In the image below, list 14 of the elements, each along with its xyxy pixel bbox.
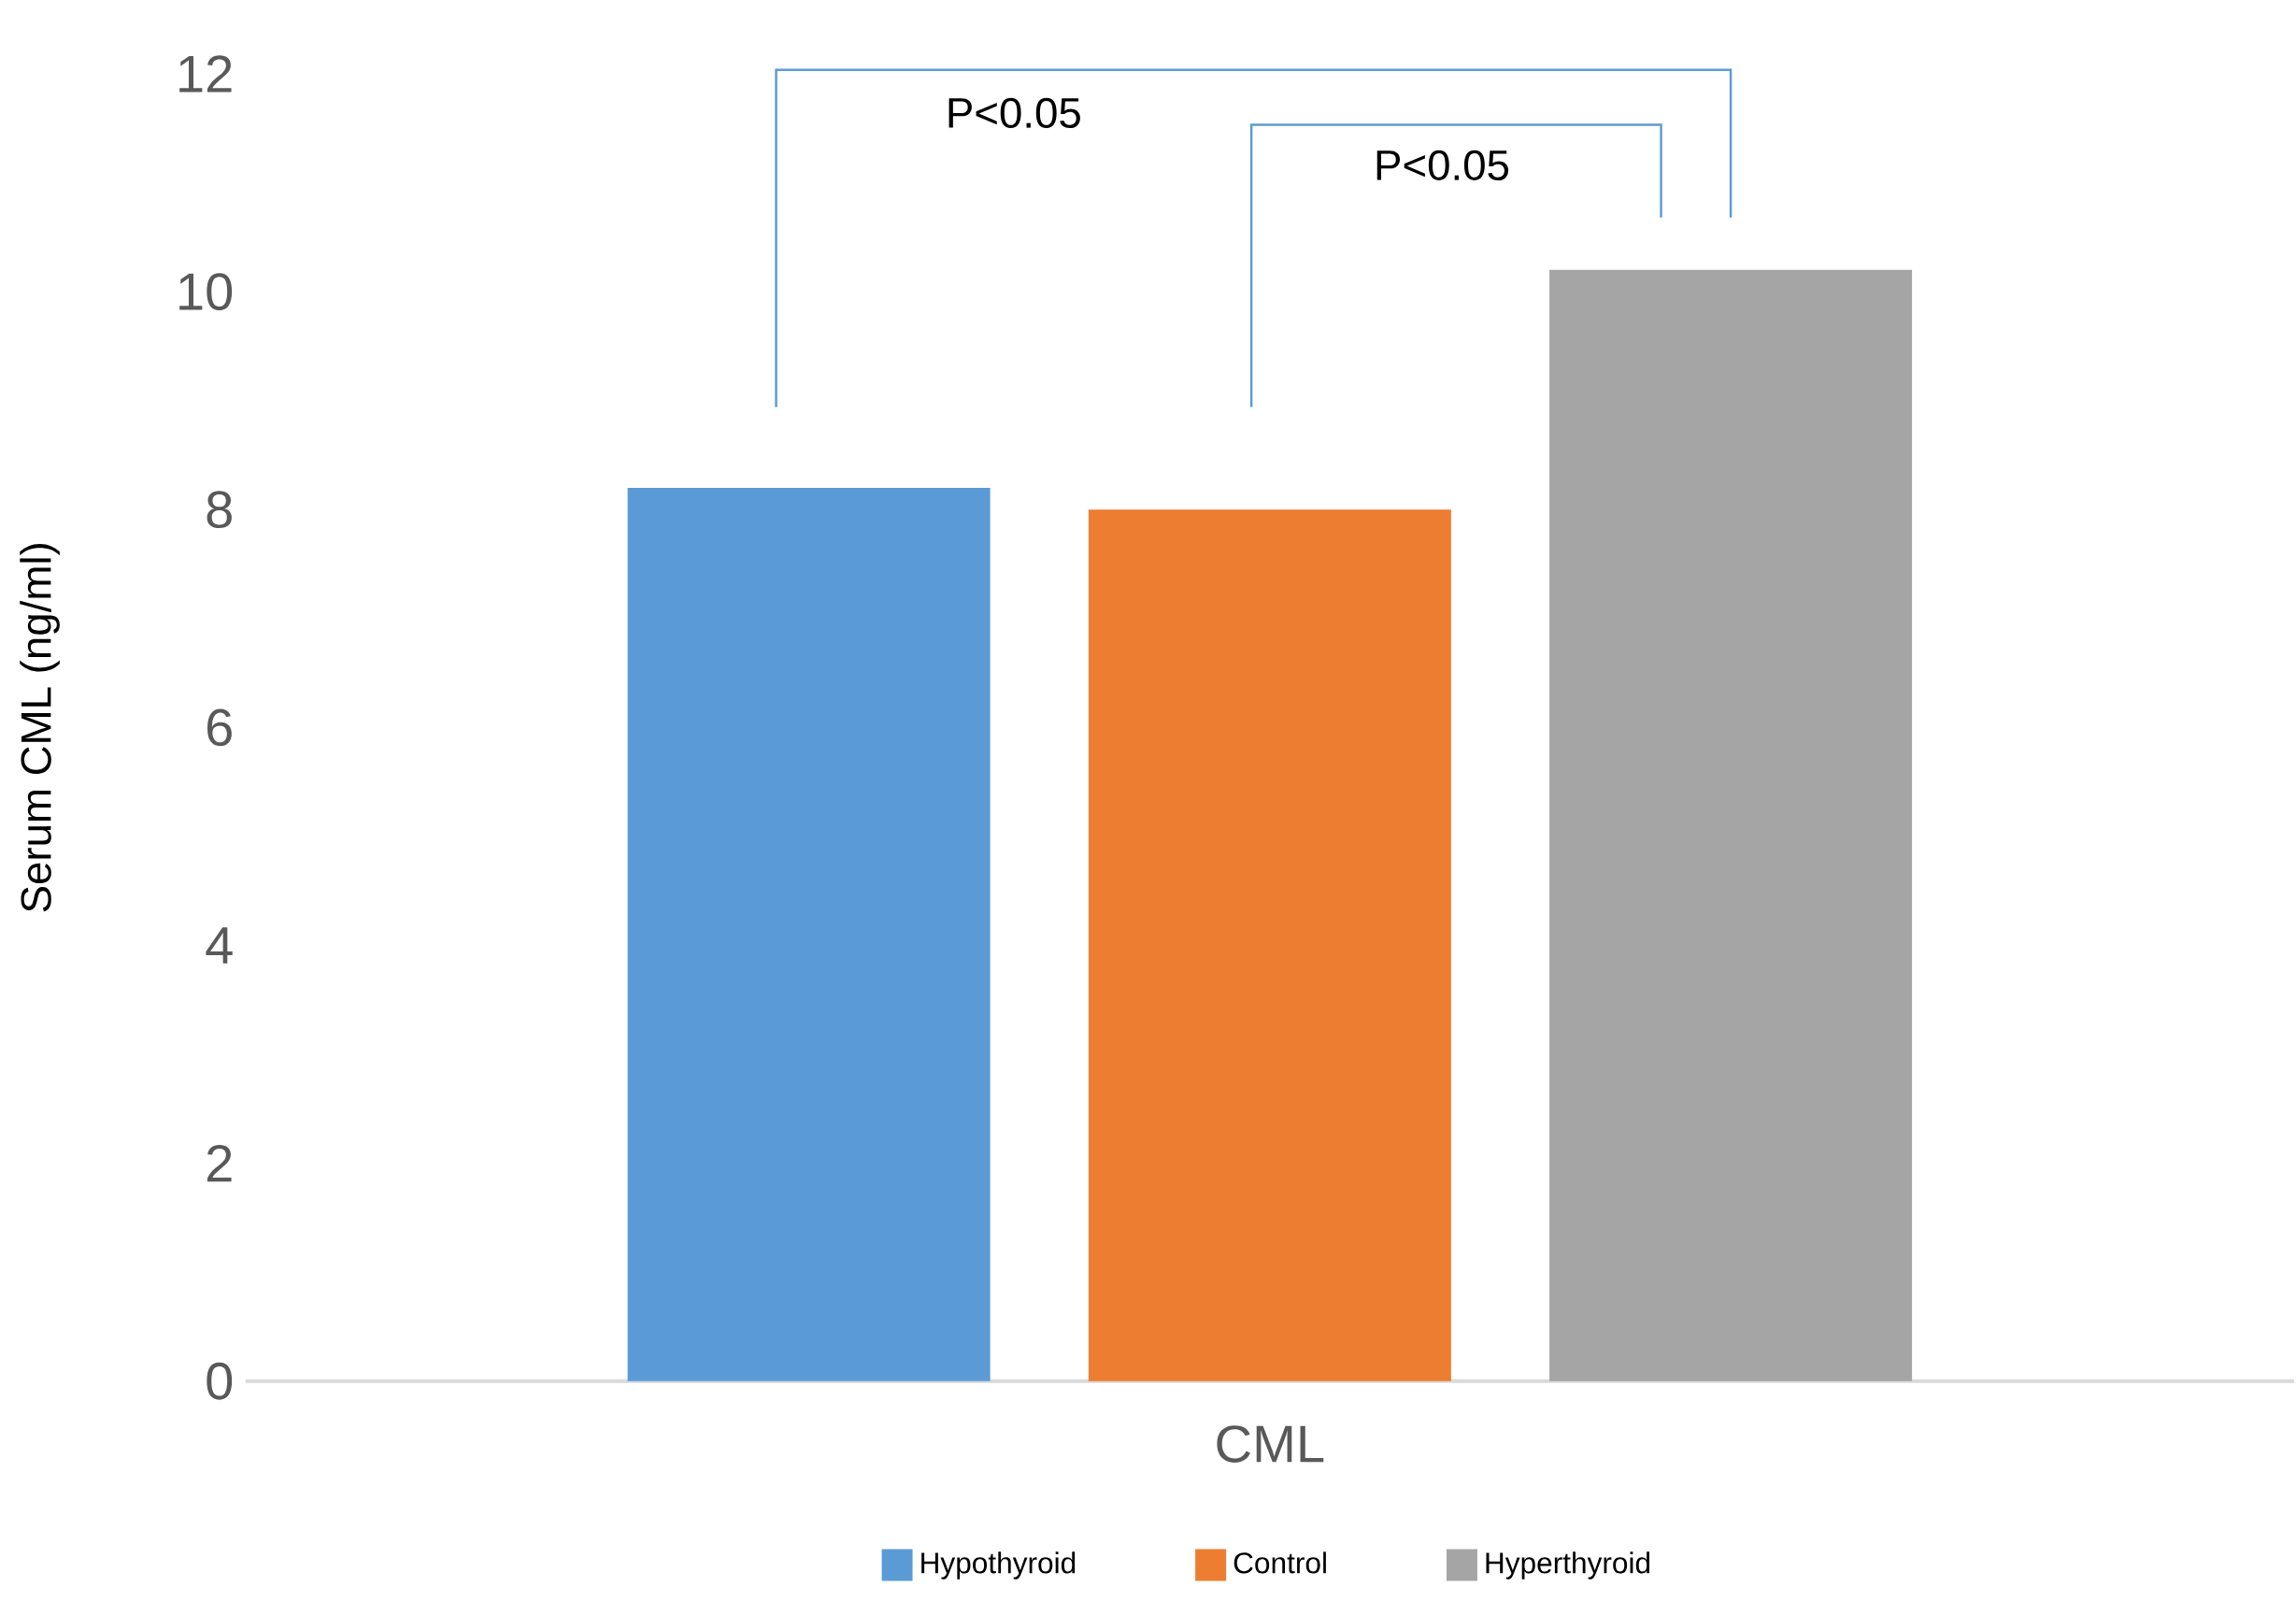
x-tick-label: CML [1217, 1425, 1324, 1464]
y-tick-label: 2 [207, 1145, 232, 1182]
y-tick-label: 10 [179, 273, 233, 311]
legend-label: Control [1234, 1551, 1326, 1574]
y-tick-label: 0 [207, 1363, 233, 1400]
annotation: P<0.05 [948, 97, 1080, 129]
y-tick-label: 6 [207, 708, 232, 747]
y-axis-title: Serum CML (ng/ml) [20, 544, 60, 912]
annotation: P<0.05 [1376, 150, 1509, 181]
y-tick-label: 12 [179, 55, 232, 93]
y-tick-label: 8 [207, 491, 232, 529]
y-tick-label: 4 [206, 927, 233, 965]
legend-label: Hyperthyroid [1486, 1551, 1650, 1580]
legend-label: Hypothyroid [921, 1551, 1076, 1580]
